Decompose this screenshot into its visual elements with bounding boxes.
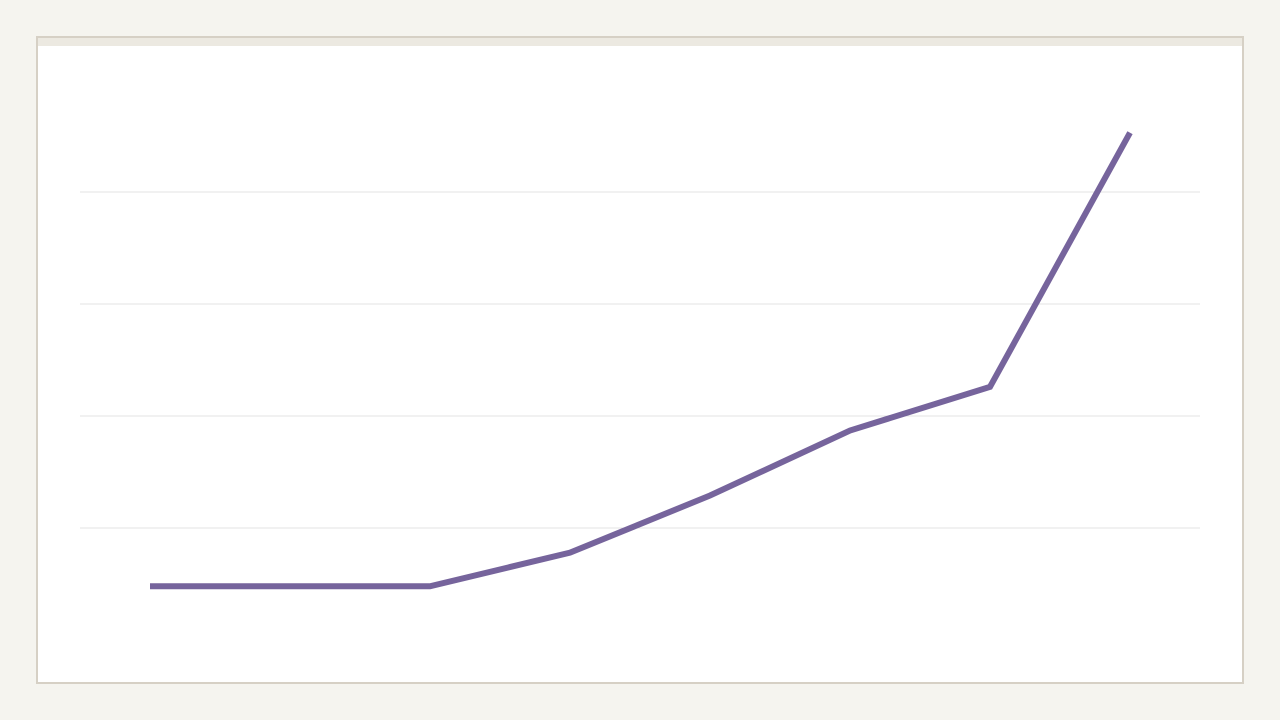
data-line [150,131,1133,590]
chart-card [36,36,1244,684]
card-header-band [38,38,1242,46]
